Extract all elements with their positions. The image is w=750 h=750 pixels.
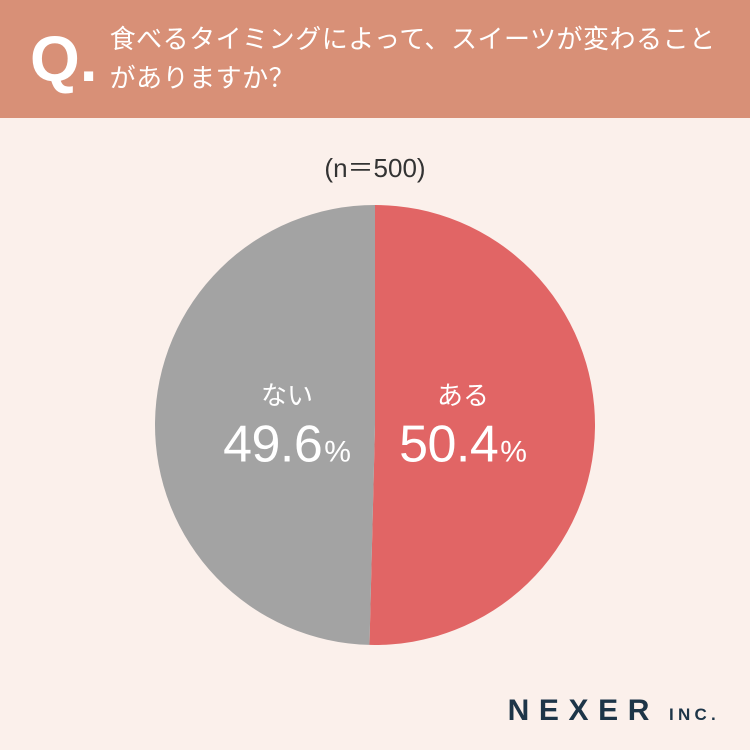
slice-label-text: ない	[223, 376, 351, 413]
slice-value: 50.4	[399, 416, 498, 474]
slice-value: 49.6	[223, 416, 322, 474]
percent-symbol: %	[500, 436, 527, 469]
pie-chart: ある50.4%ない49.6%	[155, 205, 595, 645]
question-header: Q. 食べるタイミングによって、スイーツが変わることがありますか？	[0, 0, 750, 118]
percent-symbol: %	[324, 436, 351, 469]
company-logo: NEXER INC.	[508, 694, 720, 728]
question-text: 食べるタイミングによって、スイーツが変わることがありますか？	[110, 20, 720, 98]
chart-area: (n＝500) ある50.4%ない49.6%	[0, 118, 750, 645]
slice-label-text: ある	[399, 376, 527, 413]
pie-slice-label-1: ない49.6%	[223, 376, 351, 475]
pie-slice-label-0: ある50.4%	[399, 376, 527, 475]
company-suffix: INC.	[669, 705, 720, 725]
pie-svg	[155, 205, 595, 645]
q-mark: Q.	[30, 27, 98, 91]
sample-size-label: (n＝500)	[0, 148, 750, 185]
company-name: NEXER	[508, 694, 659, 728]
